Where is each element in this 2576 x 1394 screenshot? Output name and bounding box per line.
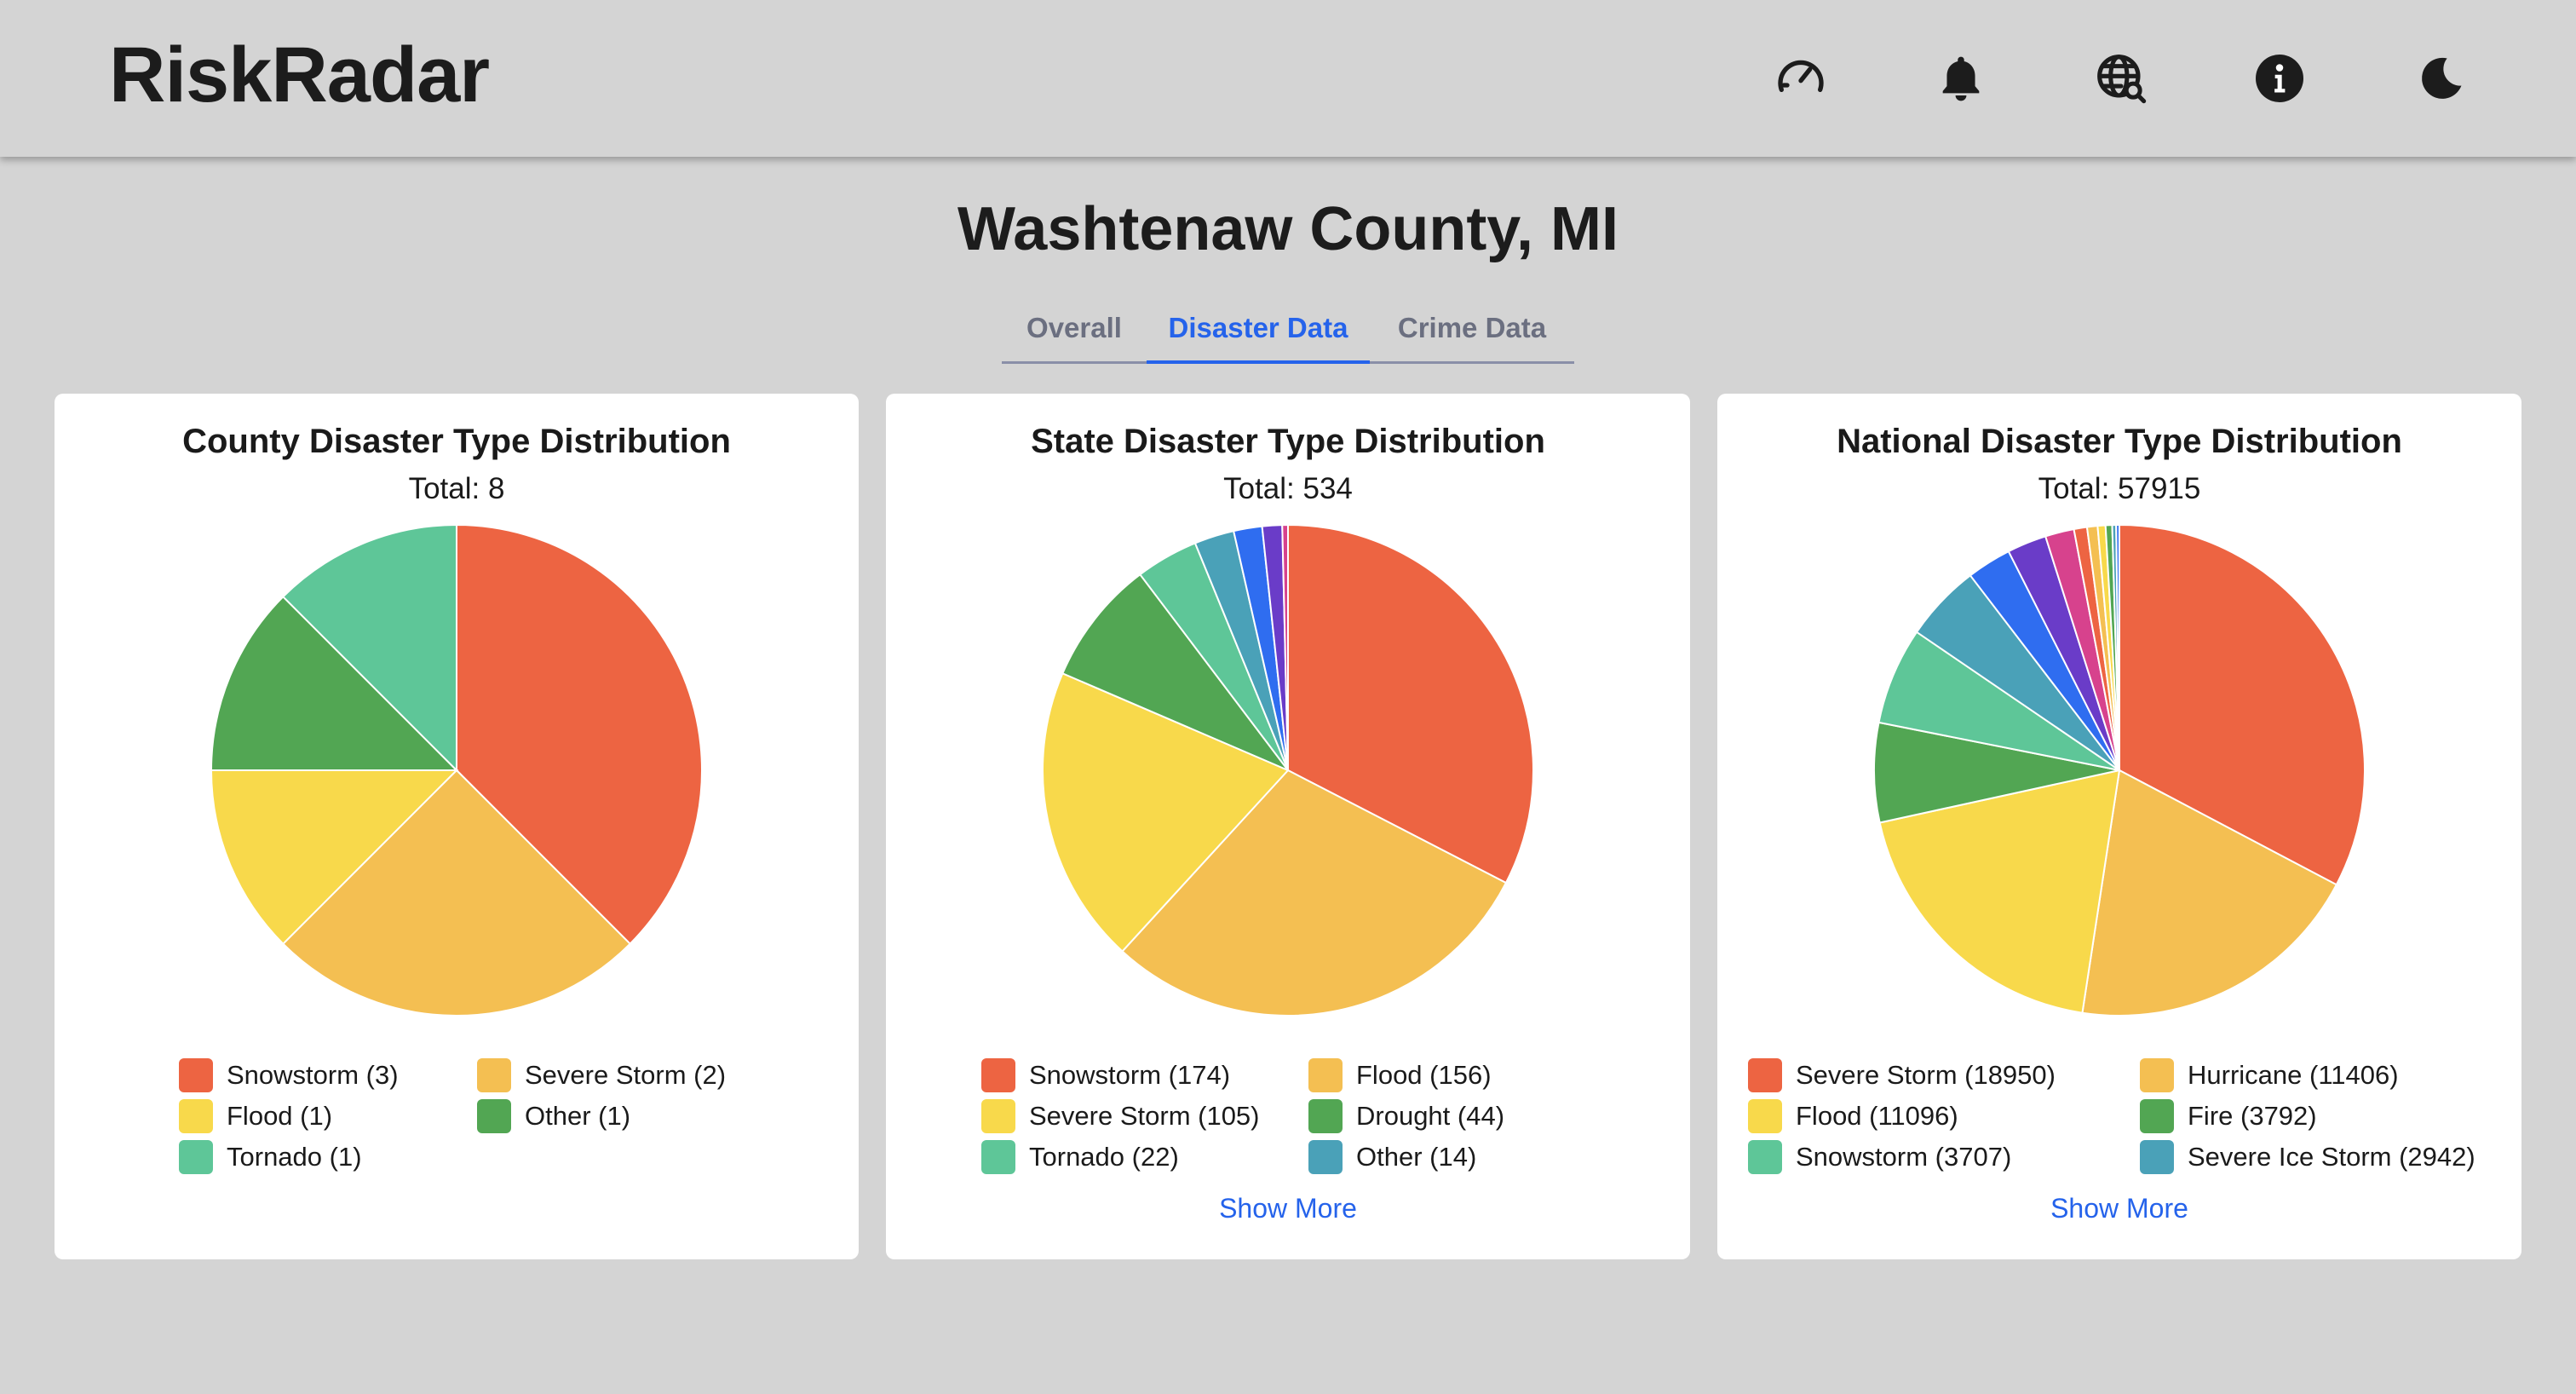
- national-pie-chart[interactable]: [1872, 523, 2366, 1017]
- legend-item-flood[interactable]: Flood (11096): [1748, 1097, 1958, 1135]
- legend-item-snowstorm[interactable]: Snowstorm (174): [981, 1057, 1230, 1094]
- legend-label: Other (14): [1356, 1142, 1477, 1172]
- info-icon[interactable]: [2245, 44, 2314, 112]
- legend-swatch: [1748, 1139, 1782, 1174]
- legend-item-flood[interactable]: Flood (1): [179, 1097, 332, 1135]
- state-chart-card: State Disaster Type Distribution Total: …: [886, 394, 1690, 1259]
- pie-slice-snowstorm[interactable]: [456, 523, 704, 946]
- legend-item-snowstorm[interactable]: Snowstorm (3707): [1748, 1138, 2011, 1176]
- pie-slice-snowstorm[interactable]: [1877, 631, 2120, 771]
- chart-title: County Disaster Type Distribution: [182, 423, 731, 460]
- legend-item-severe-storm[interactable]: Severe Storm (2): [477, 1057, 726, 1094]
- legend-swatch: [981, 1139, 1015, 1174]
- county-chart-card: County Disaster Type Distribution Total:…: [55, 394, 859, 1259]
- legend-item-tornado[interactable]: Tornado (22): [981, 1138, 1179, 1176]
- legend-item-severe-storm[interactable]: Severe Storm (105): [981, 1097, 1260, 1135]
- pie-slice-snowstorm[interactable]: [1287, 523, 1534, 884]
- page-title: Washtenaw County, MI: [957, 195, 1619, 263]
- legend-swatch: [1308, 1057, 1343, 1092]
- legend-swatch: [981, 1057, 1015, 1092]
- pie-slice-fire[interactable]: [1873, 721, 2120, 824]
- legend-swatch: [2140, 1057, 2174, 1092]
- national-chart-card: National Disaster Type Distribution Tota…: [1717, 394, 2521, 1259]
- legend-swatch: [477, 1057, 511, 1092]
- pie-slice-flood[interactable]: [210, 769, 459, 946]
- legend-label: Snowstorm (174): [1029, 1060, 1231, 1090]
- legend-item-flood[interactable]: Flood (156): [1308, 1057, 1492, 1094]
- chart-total: Total: 57915: [2038, 472, 2201, 505]
- legend-label: Severe Storm (2): [525, 1060, 727, 1090]
- legend-label: Tornado (1): [227, 1142, 362, 1172]
- chart-title: National Disaster Type Distribution: [1837, 423, 2402, 460]
- legend-swatch: [477, 1098, 511, 1133]
- chart-total: Total: 8: [408, 472, 505, 505]
- pie-slice-tornado[interactable]: [281, 523, 457, 773]
- pie-slice-flood[interactable]: [1878, 769, 2121, 1014]
- legend-swatch: [2140, 1098, 2174, 1133]
- legend-label: Flood (1): [227, 1101, 333, 1131]
- tab-overall[interactable]: Overall: [1026, 312, 1122, 343]
- legend-swatch: [2140, 1139, 2174, 1174]
- legend-label: Snowstorm (3): [227, 1060, 399, 1090]
- legend-label: Hurricane (11406): [2188, 1060, 2399, 1090]
- legend-label: Tornado (22): [1029, 1142, 1179, 1172]
- moon-icon[interactable]: [2407, 44, 2475, 112]
- chart-title: State Disaster Type Distribution: [1031, 423, 1545, 460]
- bell-icon[interactable]: [1927, 44, 1995, 112]
- legend-item-severe-ice-storm[interactable]: Severe Ice Storm (2942): [2140, 1138, 2475, 1176]
- legend-label: Snowstorm (3707): [1796, 1142, 2012, 1172]
- legend-item-drought[interactable]: Drought (44): [1308, 1097, 1504, 1135]
- brand-logo[interactable]: RiskRadar: [109, 32, 490, 118]
- tab-bar: Overall Disaster Data Crime Data: [1002, 308, 1574, 364]
- pie-slice-severe-storm[interactable]: [2119, 523, 2366, 886]
- legend-label: Flood (11096): [1796, 1101, 1958, 1131]
- legend-item-snowstorm[interactable]: Snowstorm (3): [179, 1057, 399, 1094]
- tab-crime-data[interactable]: Crime Data: [1397, 312, 1547, 343]
- legend-swatch: [179, 1057, 213, 1092]
- legend-label: Severe Storm (105): [1029, 1101, 1260, 1131]
- legend-swatch: [1748, 1057, 1782, 1092]
- pie-slice-drought[interactable]: [1061, 573, 1291, 773]
- legend-swatch: [179, 1139, 213, 1174]
- pie-slice-other[interactable]: [210, 595, 459, 771]
- show-more-link[interactable]: Show More: [1219, 1193, 1357, 1224]
- legend-item-severe-storm[interactable]: Severe Storm (18950): [1748, 1057, 2056, 1094]
- legend-swatch: [179, 1098, 213, 1133]
- pie-slice-hurricane[interactable]: [2081, 769, 2338, 1017]
- pie-slice-severe-storm[interactable]: [281, 769, 632, 1017]
- county-pie-chart[interactable]: [210, 523, 704, 1017]
- top-bar: RiskRadar: [0, 0, 2576, 157]
- legend-swatch: [1308, 1139, 1343, 1174]
- legend-item-other[interactable]: Other (1): [477, 1097, 630, 1135]
- legend-item-tornado[interactable]: Tornado (1): [179, 1138, 362, 1176]
- pie-slice-slice-14[interactable]: [2115, 523, 2120, 771]
- legend-swatch: [981, 1098, 1015, 1133]
- globe-search-icon[interactable]: [2087, 44, 2155, 112]
- legend-item-other[interactable]: Other (14): [1308, 1138, 1476, 1176]
- show-more-link[interactable]: Show More: [2050, 1193, 2188, 1224]
- speedometer-icon[interactable]: [1767, 44, 1835, 112]
- legend-swatch: [1308, 1098, 1343, 1133]
- legend-item-hurricane[interactable]: Hurricane (11406): [2140, 1057, 2399, 1094]
- legend-label: Severe Ice Storm (2942): [2188, 1142, 2475, 1172]
- legend-item-fire[interactable]: Fire (3792): [2140, 1097, 2317, 1135]
- legend-label: Drought (44): [1356, 1101, 1505, 1131]
- pie-slice-flood[interactable]: [1121, 769, 1508, 1017]
- pie-slice-slice-8[interactable]: [1281, 523, 1289, 771]
- pie-slice-severe-storm[interactable]: [1042, 671, 1290, 953]
- legend-label: Flood (156): [1356, 1060, 1492, 1090]
- tab-disaster-data[interactable]: Disaster Data: [1147, 308, 1370, 364]
- chart-total: Total: 534: [1223, 472, 1353, 505]
- legend-label: Severe Storm (18950): [1796, 1060, 2056, 1090]
- legend-swatch: [1748, 1098, 1782, 1133]
- legend-label: Fire (3792): [2188, 1101, 2317, 1131]
- legend-label: Other (1): [525, 1101, 631, 1131]
- state-pie-chart[interactable]: [1041, 523, 1535, 1017]
